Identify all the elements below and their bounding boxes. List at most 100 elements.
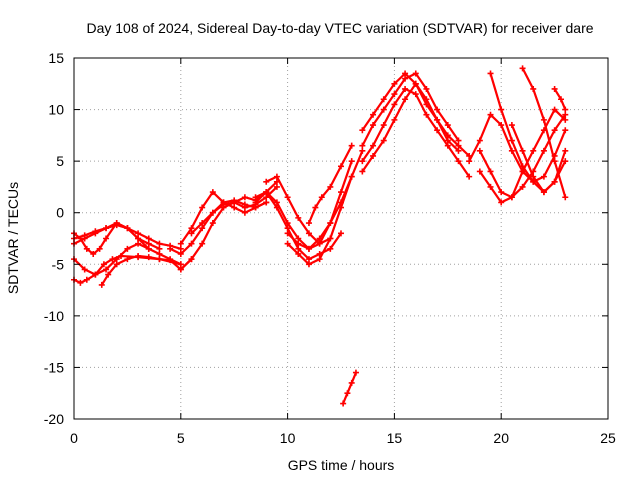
data-point: [188, 240, 195, 247]
data-point: [476, 147, 483, 154]
data-point: [551, 178, 558, 185]
data-point: [519, 168, 526, 175]
data-point: [252, 194, 259, 201]
data-point: [156, 245, 163, 252]
data-point: [135, 253, 142, 260]
series-line: [342, 371, 358, 405]
data-point: [83, 276, 90, 283]
data-point: [359, 142, 366, 149]
data-point: [540, 147, 547, 154]
data-point: [124, 245, 131, 252]
data-point: [562, 194, 569, 201]
y-tick-label: 10: [48, 102, 64, 118]
data-point: [348, 379, 355, 386]
data-point: [167, 257, 174, 264]
data-point: [540, 116, 547, 123]
data-point: [117, 253, 124, 260]
data-point: [380, 137, 387, 144]
data-point: [391, 91, 398, 98]
data-point: [156, 250, 163, 257]
data-point: [498, 189, 505, 196]
data-point: [284, 240, 291, 247]
data-point: [402, 96, 409, 103]
data-point: [156, 240, 163, 247]
data-point: [109, 256, 116, 263]
data-point: [295, 235, 302, 242]
data-point: [391, 116, 398, 123]
y-tick-label: 5: [56, 153, 64, 169]
series-track-28: [551, 85, 569, 113]
series-track-15: [284, 147, 366, 268]
series-line: [72, 221, 150, 256]
data-point: [498, 122, 505, 129]
data-point: [318, 194, 325, 201]
data-point: [455, 158, 462, 165]
data-point: [391, 101, 398, 108]
series-track-20: [359, 85, 473, 180]
series-line: [361, 82, 460, 173]
x-tick-label: 25: [600, 430, 616, 446]
x-axis-label: GPS time / hours: [288, 457, 395, 473]
data-point: [284, 225, 291, 232]
data-point: [231, 199, 238, 206]
data-point: [327, 235, 334, 242]
data-point: [338, 163, 344, 170]
data-point: [145, 245, 152, 252]
series-track-27: [508, 122, 569, 196]
data-point: [113, 261, 120, 268]
data-point: [145, 235, 152, 242]
data-point: [412, 91, 419, 98]
data-point: [338, 204, 344, 211]
series-line: [361, 72, 460, 147]
x-tick-label: 20: [493, 430, 509, 446]
data-point: [444, 137, 451, 144]
data-point: [316, 235, 323, 242]
x-tick-label: 5: [177, 430, 185, 446]
data-point: [199, 220, 206, 227]
data-point: [77, 279, 84, 286]
data-point: [105, 271, 112, 278]
y-tick-label: -15: [44, 359, 64, 375]
data-point: [562, 106, 569, 113]
data-point: [352, 369, 359, 376]
data-point: [558, 96, 565, 103]
x-tick-labels: 0 5 10 15 20 25: [70, 430, 616, 446]
data-point: [434, 106, 441, 113]
data-point: [77, 235, 84, 242]
y-tick-label: -20: [44, 411, 64, 427]
data-point: [209, 189, 216, 196]
data-point: [263, 194, 270, 201]
data-point: [551, 106, 558, 113]
data-point: [103, 266, 110, 273]
y-tick-label: 15: [48, 50, 64, 66]
data-point: [412, 80, 419, 87]
data-point: [540, 189, 547, 196]
data-point: [370, 111, 377, 118]
data-point: [199, 204, 206, 211]
data-point: [263, 199, 270, 206]
data-point: [455, 142, 462, 149]
data-point: [455, 137, 462, 144]
data-point: [327, 245, 334, 252]
grid-lines: [74, 58, 608, 419]
data-point: [540, 173, 547, 180]
chart-title: Day 108 of 2024, Sidereal Day-to-day VTE…: [86, 20, 593, 36]
data-point: [305, 261, 312, 268]
data-point: [113, 220, 120, 227]
data-point: [103, 235, 110, 242]
data-point: [156, 256, 163, 263]
data-point: [273, 204, 280, 211]
data-point: [551, 85, 558, 92]
data-point: [177, 245, 184, 252]
y-axis-label: SDTVAR / TECUs: [5, 182, 21, 294]
data-point: [551, 158, 558, 165]
data-point: [498, 106, 505, 113]
data-point: [273, 173, 280, 180]
plot-frame: [73, 57, 609, 420]
data-point: [348, 142, 355, 149]
data-point: [284, 194, 291, 201]
data-point: [312, 204, 319, 211]
data-point: [359, 147, 366, 154]
series-track-14: [284, 158, 355, 252]
data-point: [135, 240, 142, 247]
